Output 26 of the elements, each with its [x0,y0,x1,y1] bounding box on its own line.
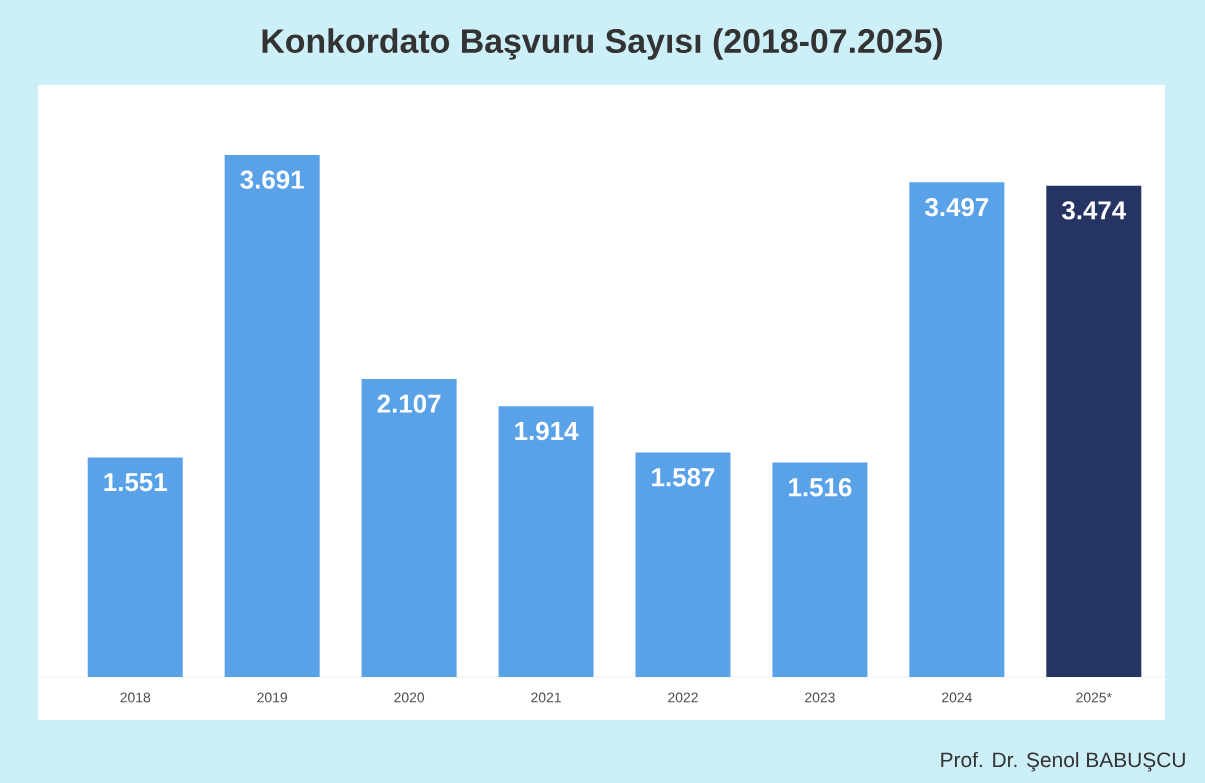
data-label: 1.914 [515,421,579,441]
text: Prof. Dr. Şenol BABUŞCU [941,751,1185,772]
bar [909,182,1005,677]
x-tick-label: 2018 [120,692,151,703]
x-tick-label: 2019 [257,692,288,703]
bar [87,457,183,677]
data-label: 1.551 [104,473,167,492]
data-label: 1.587 [652,468,715,487]
chart-title: Konkordato Başvuru Sayısı (2018-07.2025) [262,28,942,60]
x-tick-label: 2022 [668,692,698,703]
x-tick-label: 2021 [531,692,561,703]
bar [361,378,457,677]
x-tick-label: 2024 [942,692,972,703]
data-label: 2.107 [377,394,441,413]
x-tick-label: 2020 [394,692,425,703]
bar [635,452,731,677]
bar [498,406,594,677]
x-tick-label: 2023 [805,692,835,703]
data-label: 1.516 [789,478,852,497]
bar [1046,185,1142,677]
data-label: 3.474 [1061,201,1127,220]
bar [224,154,320,677]
bar [772,462,868,677]
x-tick-label: 2025* [1076,692,1112,703]
data-label: 3.691 [240,170,304,189]
data-label: 3.497 [925,197,989,217]
